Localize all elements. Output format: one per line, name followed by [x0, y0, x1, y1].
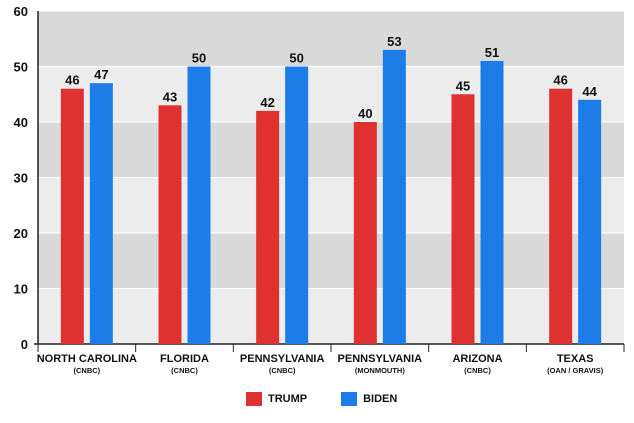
grid-band [38, 66, 624, 122]
data-label: 47 [94, 67, 108, 82]
data-label: 40 [358, 106, 372, 121]
y-tick-label: 60 [14, 4, 28, 19]
legend: TRUMP BIDEN [246, 392, 423, 406]
bar-trump [451, 94, 475, 344]
bar-biden [480, 60, 504, 344]
bar-trump [256, 110, 280, 345]
data-label: 50 [192, 51, 206, 66]
category-label: PENNSYLVANIA [338, 353, 423, 365]
category-label: PENNSYLVANIA [240, 353, 325, 365]
bar-biden [89, 83, 113, 345]
legend-label-trump: TRUMP [268, 393, 308, 405]
category-source: (MONMOUTH) [355, 366, 405, 375]
data-label: 53 [387, 34, 401, 49]
data-label: 42 [260, 95, 274, 110]
category-source: (CNBC) [73, 366, 100, 375]
grid-band [38, 122, 624, 178]
y-tick-label: 10 [14, 282, 28, 297]
category-source: (CNBC) [171, 366, 198, 375]
data-label: 50 [289, 51, 303, 66]
bar-trump [158, 105, 182, 344]
category-label: FLORIDA [160, 353, 209, 365]
data-label: 43 [163, 89, 177, 104]
grid-band [38, 288, 624, 344]
bar-trump [353, 122, 377, 344]
y-tick-label: 0 [21, 337, 28, 352]
data-label: 45 [456, 78, 470, 93]
bar-biden [285, 66, 309, 344]
legend-swatch-biden [341, 392, 358, 406]
y-tick-label: 30 [14, 171, 28, 186]
bar-biden [382, 49, 406, 344]
data-label: 44 [582, 84, 597, 99]
category-label: NORTH CAROLINA [37, 353, 137, 365]
legend-swatch-trump [246, 392, 262, 406]
data-label: 51 [485, 45, 499, 60]
bar-trump [60, 88, 84, 344]
grid-band [38, 11, 624, 67]
data-label: 46 [65, 73, 79, 88]
category-source: (OAN / GRAVIS) [547, 366, 604, 375]
category-label: TEXAS [557, 353, 594, 365]
bar-biden [578, 99, 602, 344]
bar-trump [549, 88, 573, 344]
y-tick-label: 40 [14, 115, 28, 130]
bar-biden [187, 66, 211, 344]
y-tick-label: 20 [14, 226, 28, 241]
category-label: ARIZONA [452, 353, 502, 365]
data-label: 46 [553, 73, 567, 88]
legend-item-biden: BIDEN [341, 392, 397, 406]
grid-band [38, 177, 624, 233]
category-source: (CNBC) [269, 366, 296, 375]
legend-item-trump: TRUMP [246, 392, 307, 406]
y-tick-label: 50 [14, 60, 28, 75]
grid-band [38, 233, 624, 289]
legend-label-biden: BIDEN [363, 393, 398, 405]
category-source: (CNBC) [464, 366, 491, 375]
